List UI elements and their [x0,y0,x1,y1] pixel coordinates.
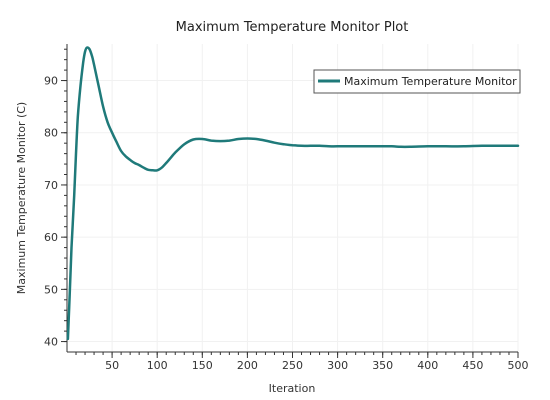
x-tick-label: 100 [147,359,168,372]
x-tick-label: 500 [508,359,529,372]
legend: Maximum Temperature Monitor [313,69,521,94]
x-tick-label: 200 [237,359,258,372]
x-tick-label: 400 [417,359,438,372]
chart-title: Maximum Temperature Monitor Plot [176,20,409,35]
legend-box [313,69,521,94]
y-tick-label: 80 [44,127,58,140]
y-tick-label: 70 [44,179,58,192]
x-tick-label: 50 [105,359,119,372]
x-axis-label: Iteration [269,382,316,395]
x-tick-label: 350 [372,359,393,372]
legend-entry-label: Maximum Temperature Monitor [344,75,517,88]
series-line-maximum-temperature [66,46,520,341]
y-tick-label: 50 [44,283,58,296]
x-ticks: 50 100 150 200 250 300 350 400 450 500 [75,352,529,372]
y-tick-label: 60 [44,231,58,244]
y-ticks: 40 50 60 70 80 90 [44,48,67,349]
x-tick-label: 300 [327,359,348,372]
x-tick-label: 150 [192,359,213,372]
y-tick-label: 90 [44,75,58,88]
x-tick-label: 450 [462,359,483,372]
x-tick-label: 250 [282,359,303,372]
gridlines [67,44,519,352]
y-tick-label: 40 [44,336,58,349]
y-axis-label: Maximum Temperature Monitor (C) [15,102,28,294]
